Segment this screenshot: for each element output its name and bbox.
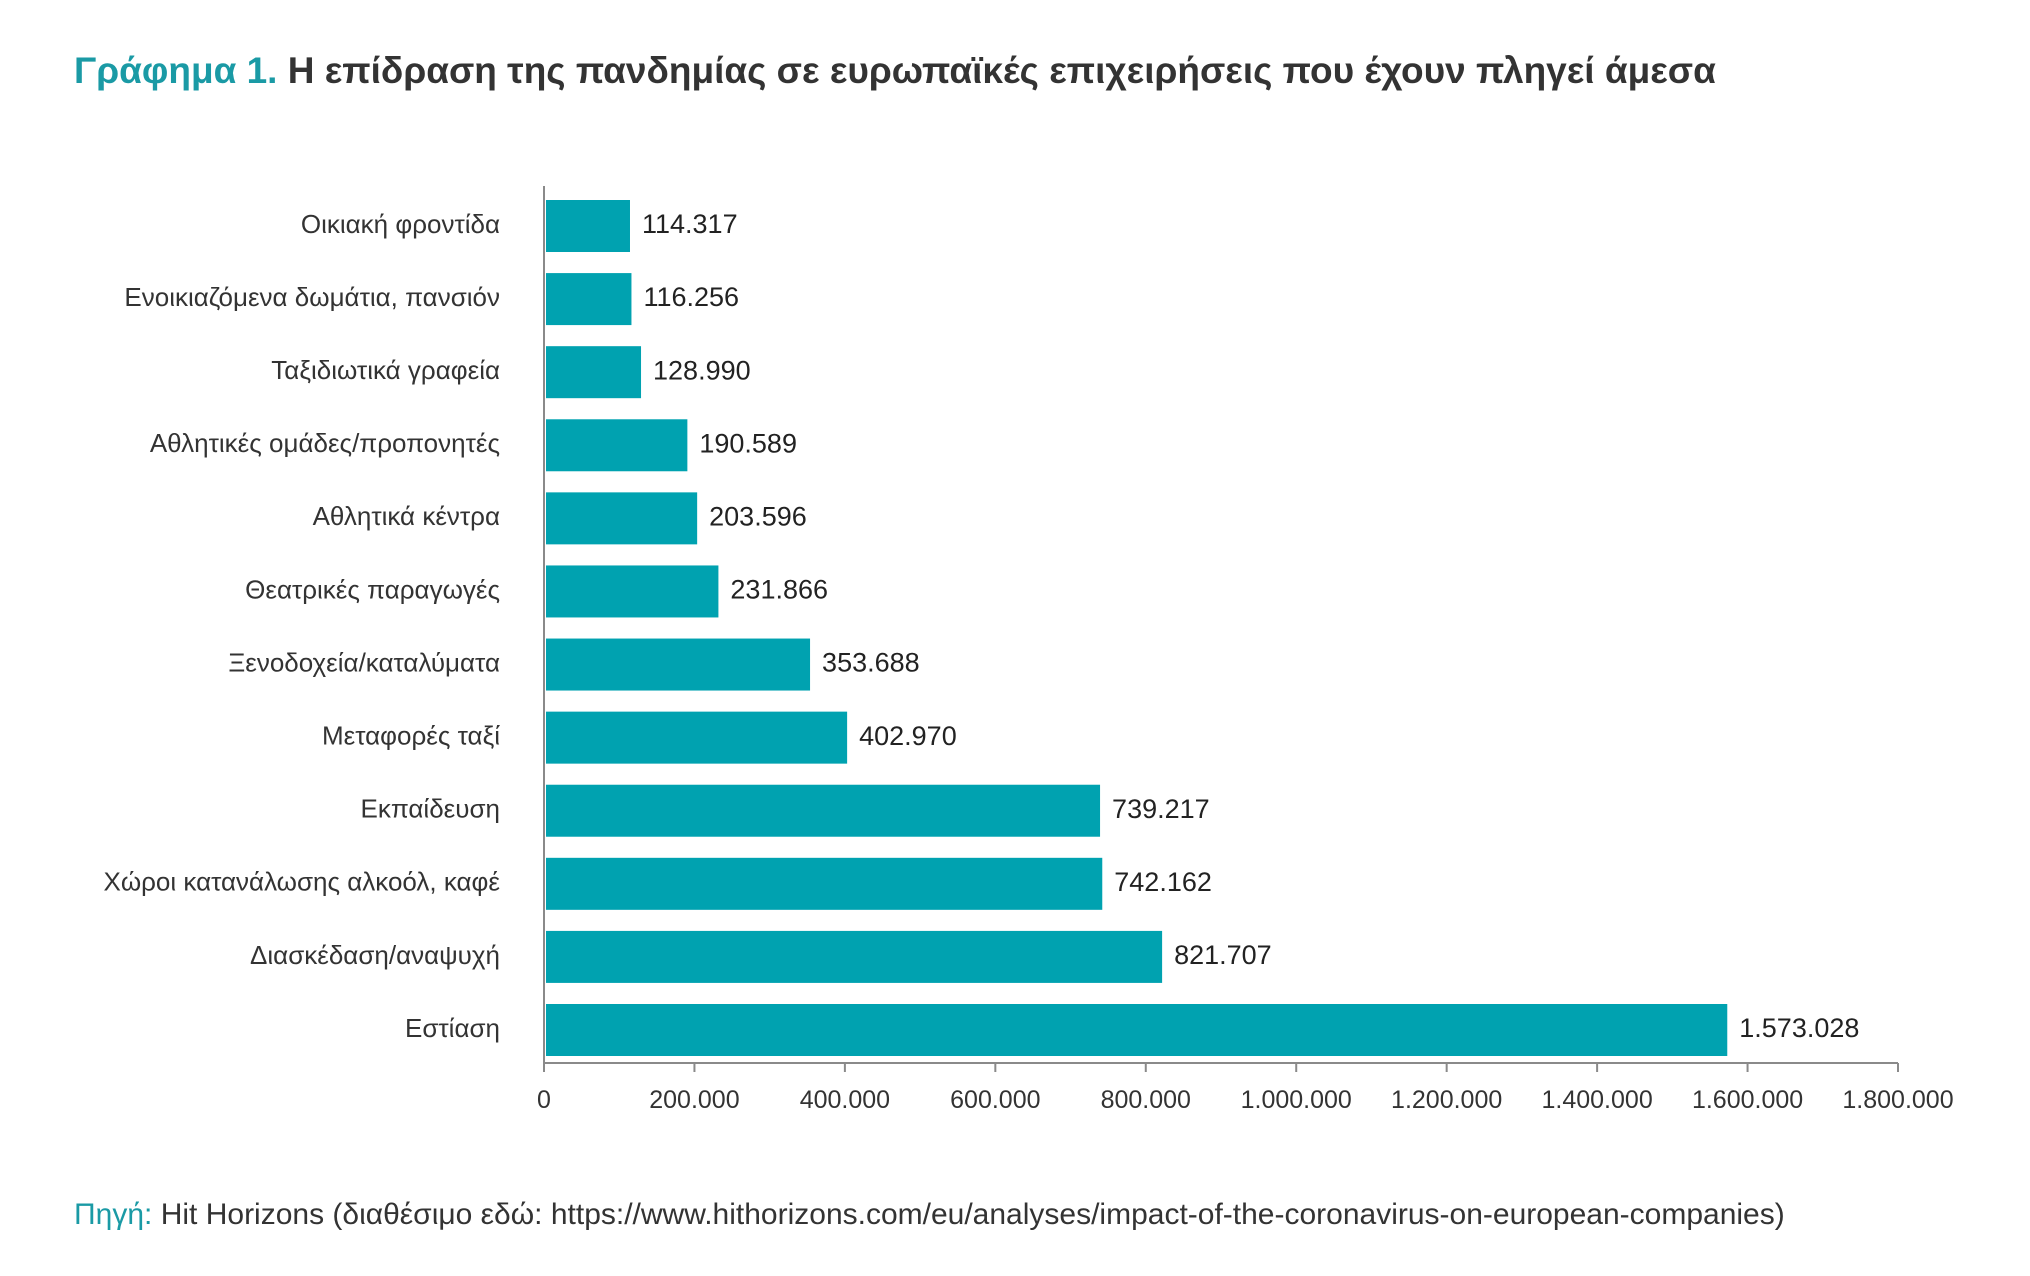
category-label: Μεταφορές ταξί xyxy=(322,721,500,751)
category-label: Ενοικιαζόμενα δωμάτια, πανσιόν xyxy=(124,282,500,312)
value-label: 742.162 xyxy=(1114,867,1212,897)
chart-title-label: Γράφημα 1. xyxy=(74,50,278,91)
source-label: Πηγή: xyxy=(74,1198,153,1231)
x-tick-label: 1.000.000 xyxy=(1241,1086,1352,1114)
category-label: Διασκέδαση/αναψυχή xyxy=(250,940,500,970)
value-label: 353.688 xyxy=(822,648,920,678)
bar xyxy=(546,273,632,326)
category-label: Αθλητικές ομάδες/προπονητές xyxy=(150,428,500,458)
x-tick-label: 1.600.000 xyxy=(1692,1086,1803,1114)
bar xyxy=(546,419,688,472)
bar xyxy=(546,930,1163,983)
value-label: 402.970 xyxy=(859,721,957,751)
value-label: 128.990 xyxy=(653,355,751,385)
bar xyxy=(546,346,642,399)
bar xyxy=(546,711,848,764)
category-label: Ξενοδοχεία/καταλύματα xyxy=(228,647,500,677)
x-tick-label: 1.200.000 xyxy=(1391,1086,1502,1114)
chart-title-text: Η επίδραση της πανδημίας σε ευρωπαϊκές ε… xyxy=(287,50,1716,91)
bar xyxy=(546,1004,1728,1056)
x-tick-label: 200.000 xyxy=(649,1086,739,1114)
bar xyxy=(546,492,698,545)
bar xyxy=(546,565,719,618)
category-label: Ταξιδιωτικά γραφεία xyxy=(271,355,500,385)
bar xyxy=(546,857,1103,910)
x-tick-label: 1.400.000 xyxy=(1542,1086,1653,1114)
value-label: 190.589 xyxy=(699,428,797,458)
x-tick-label: 800.000 xyxy=(1101,1086,1191,1114)
value-label: 203.596 xyxy=(709,501,807,531)
category-label: Θεατρικές παραγωγές xyxy=(245,574,500,604)
value-label: 821.707 xyxy=(1174,940,1272,970)
value-label: 231.866 xyxy=(730,575,828,605)
x-tick-label: 400.000 xyxy=(800,1086,890,1114)
bar xyxy=(546,200,630,252)
x-tick-label: 0 xyxy=(537,1086,551,1114)
category-label: Εκπαίδευση xyxy=(360,794,500,824)
source-note: Πηγή: Hit Horizons (διαθέσιμο εδώ: https… xyxy=(74,1198,1785,1232)
category-label: Αθλητικά κέντρα xyxy=(313,501,500,531)
source-text: Hit Horizons (διαθέσιμο εδώ: https://www… xyxy=(160,1198,1785,1231)
value-label: 114.317 xyxy=(642,209,738,239)
x-tick-label: 1.800.000 xyxy=(1842,1086,1953,1114)
value-label: 739.217 xyxy=(1112,794,1210,824)
x-tick-label: 600.000 xyxy=(950,1086,1040,1114)
category-label: Εστίαση xyxy=(405,1013,500,1043)
bar xyxy=(546,638,811,691)
bar xyxy=(546,784,1101,837)
category-label: Χώροι κατανάλωσης αλκοόλ, καφέ xyxy=(104,867,501,897)
value-label: 1.573.028 xyxy=(1739,1013,1859,1043)
value-label: 116.256 xyxy=(643,282,739,312)
chart-title: Γράφημα 1. Η επίδραση της πανδημίας σε ε… xyxy=(74,50,1716,92)
category-label: Οικιακή φροντίδα xyxy=(301,209,500,239)
